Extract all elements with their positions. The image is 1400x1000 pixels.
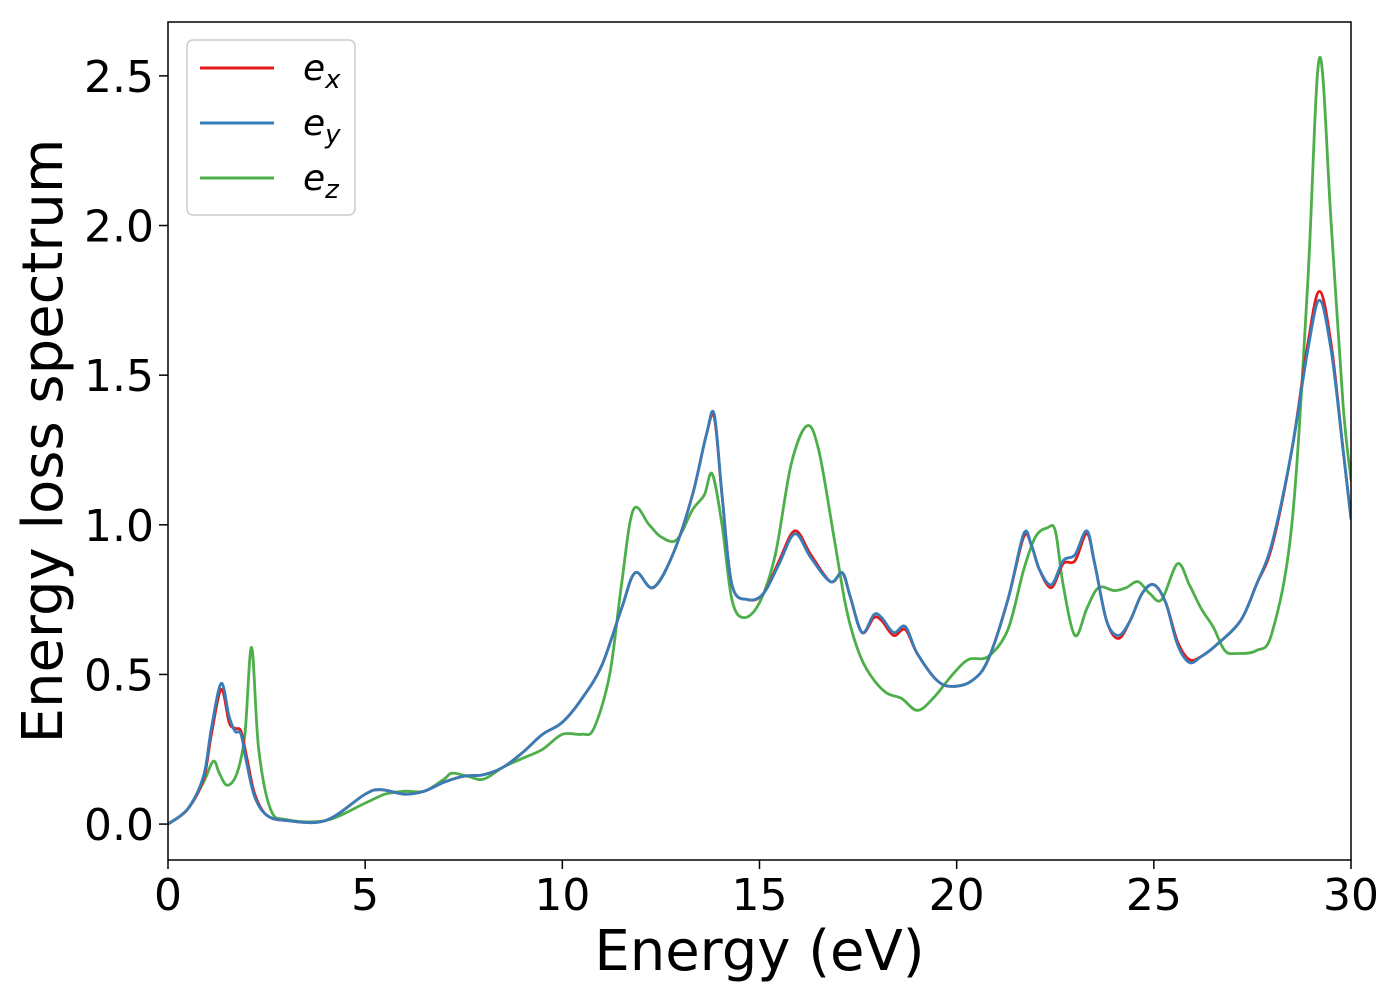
x-tick-label: 5 [351,870,379,921]
legend-box [186,39,356,216]
y-tick-label: 2.5 [84,52,154,103]
legend-label-y: ey [303,103,341,150]
legend: ex ey ez [186,39,356,216]
x-tick-label: 0 [154,870,182,921]
series-layer [168,56,1351,826]
x-tick-label: 10 [534,870,590,921]
ticks-layer: 0 5 10 15 20 25 30 0.0 0.5 1.0 1.5 2.0 2.5 [84,52,1379,921]
legend-label-z: ez [303,158,340,205]
y-tick-label: 0.5 [84,650,154,701]
y-axis-label: Energy loss spectrum [11,139,76,744]
series-line-y [168,298,1351,826]
x-tick-label: 25 [1126,870,1182,921]
x-axis-label: Energy (eV) [594,919,924,984]
x-tick-label: 15 [732,870,788,921]
series-line-z [168,56,1351,826]
x-tick-label: 30 [1323,870,1379,921]
y-tick-label: 1.0 [84,501,154,552]
legend-label-x: ex [303,48,341,95]
y-tick-label: 0.0 [84,800,154,851]
series-line-x [168,290,1351,826]
y-tick-label: 2.0 [84,202,154,253]
x-tick-label: 20 [929,870,985,921]
y-tick-label: 1.5 [84,351,154,402]
